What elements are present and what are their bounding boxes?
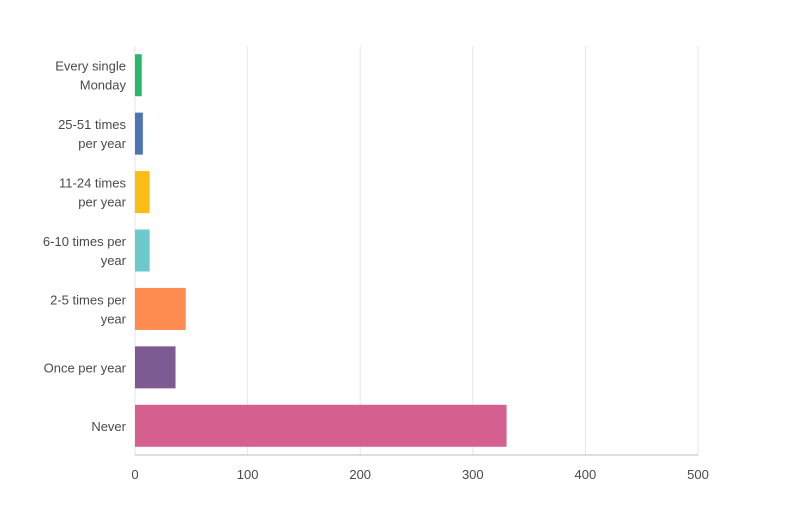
category-label: 2-5 times per year [50,292,127,326]
category-label: 25-51 times per year [58,117,127,151]
bar [135,171,150,214]
x-tick-label: 100 [237,467,259,482]
x-tick-label: 400 [575,467,597,482]
x-tick-label: 500 [687,467,709,482]
bar [135,404,507,447]
bars [135,54,507,447]
category-label: Once per year [44,360,127,375]
category-label: Never [91,419,126,434]
x-tick-label: 200 [349,467,371,482]
category-label: Every single Monday [55,59,126,93]
bar [135,229,150,272]
x-axis-ticks: 0 100 200 300 400 500 [131,467,708,482]
bar [135,54,142,97]
category-label: 6-10 times per year [43,234,127,268]
bar [135,287,186,330]
x-tick-label: 300 [462,467,484,482]
category-label: 11-24 times per year [59,176,127,210]
category-labels: Every single Monday 25-51 times per year 11-… [43,59,127,434]
bar [135,346,176,389]
grid-lines [134,46,699,455]
bar [135,112,143,155]
x-tick-label: 0 [131,467,138,482]
